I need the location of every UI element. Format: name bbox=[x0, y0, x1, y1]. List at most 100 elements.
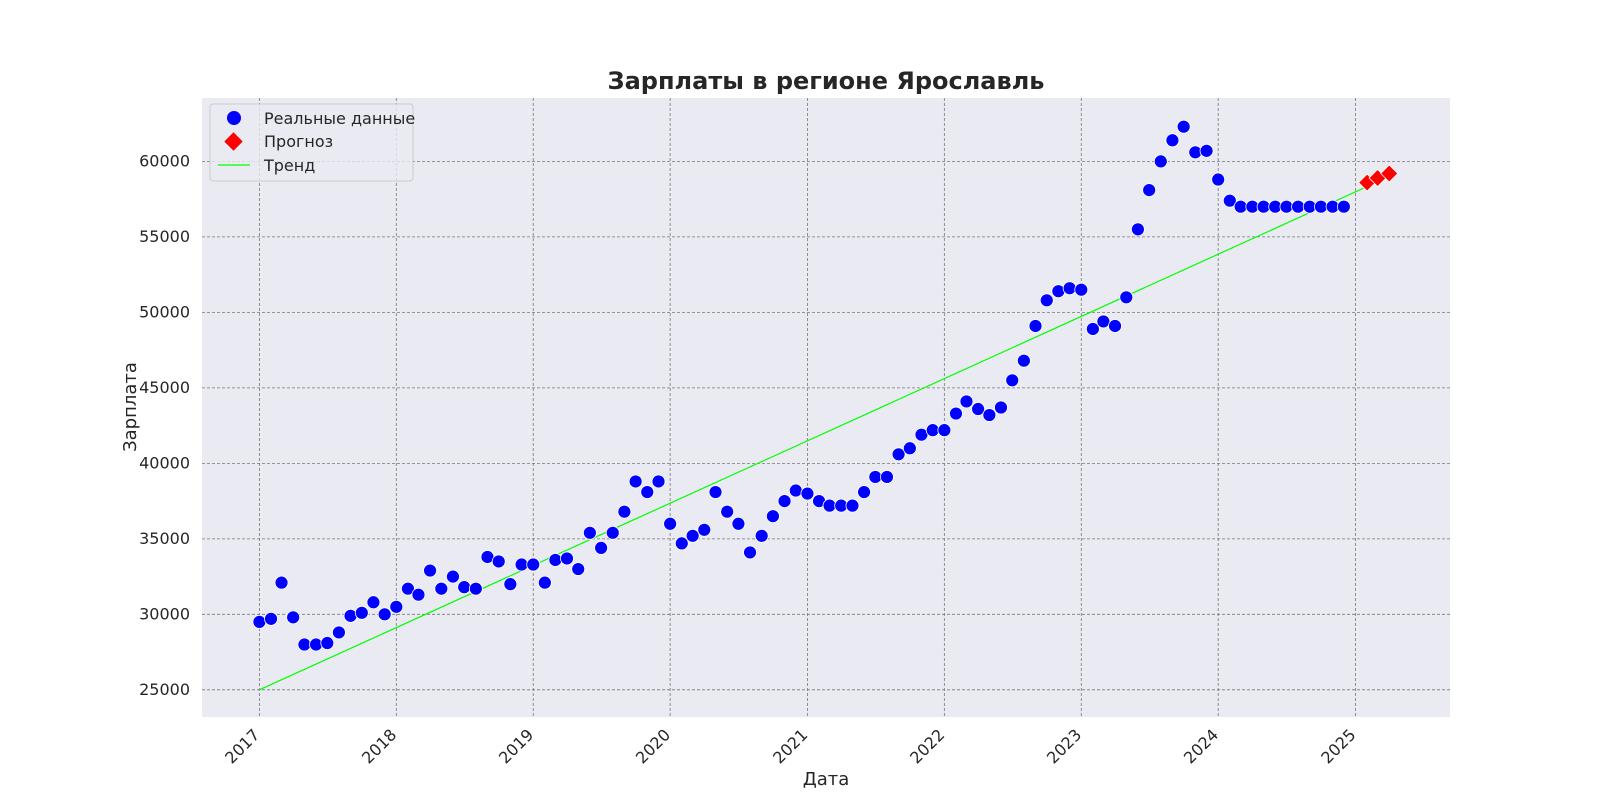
x-tick-label: 2024 bbox=[1180, 725, 1222, 767]
y-tick-label: 45000 bbox=[139, 378, 190, 397]
plot-area bbox=[202, 98, 1450, 717]
data-point bbox=[959, 394, 974, 409]
y-axis-ticks: 25000 30000 35000 40000 45000 50000 55000 60000 bbox=[139, 151, 190, 698]
data-point bbox=[1028, 319, 1043, 333]
legend: Реальные данные Прогноз Тренд bbox=[209, 103, 415, 182]
data-point bbox=[1165, 133, 1180, 148]
data-point bbox=[1211, 172, 1226, 187]
data-point bbox=[857, 485, 871, 499]
data-point bbox=[697, 522, 712, 537]
data-point bbox=[617, 504, 632, 519]
data-point bbox=[822, 498, 837, 513]
data-point bbox=[766, 509, 780, 524]
x-tick-label: 2017 bbox=[221, 725, 263, 767]
forecast-points bbox=[1358, 164, 1399, 192]
data-point bbox=[1108, 319, 1122, 333]
data-point bbox=[264, 611, 278, 626]
legend-box bbox=[209, 103, 414, 182]
data-point bbox=[651, 474, 666, 489]
data-point bbox=[800, 486, 815, 501]
data-point bbox=[297, 637, 312, 652]
data-point bbox=[514, 557, 529, 572]
data-point bbox=[1233, 199, 1248, 214]
data-point bbox=[891, 447, 906, 462]
y-tick-label: 35000 bbox=[139, 529, 190, 548]
data-point bbox=[845, 498, 860, 513]
legend-label-actual: Реальные данные bbox=[264, 109, 415, 128]
data-point bbox=[880, 470, 894, 484]
data-point bbox=[1074, 282, 1089, 297]
data-point bbox=[423, 563, 437, 578]
legend-marker-forecast bbox=[224, 132, 243, 151]
y-tick-label: 60000 bbox=[139, 151, 190, 170]
y-tick-label: 25000 bbox=[139, 680, 190, 699]
legend-label-forecast: Прогноз bbox=[264, 132, 333, 151]
data-point bbox=[685, 528, 700, 543]
chart-title: Зарплаты в регионе Ярославль bbox=[608, 67, 1045, 95]
x-tick-label: 2019 bbox=[495, 725, 537, 767]
trend-line bbox=[259, 175, 1390, 691]
x-axis-label: Дата bbox=[803, 769, 850, 790]
data-point bbox=[286, 610, 301, 625]
data-point bbox=[571, 562, 586, 576]
y-axis-label: Зарплата bbox=[120, 362, 141, 452]
x-tick-label: 2022 bbox=[906, 725, 948, 767]
data-point bbox=[1336, 199, 1351, 214]
data-point bbox=[1016, 353, 1031, 368]
data-point bbox=[1062, 281, 1077, 296]
trend-layer bbox=[259, 175, 1390, 691]
data-point bbox=[674, 536, 689, 551]
data-point bbox=[1039, 293, 1054, 308]
y-tick-label: 50000 bbox=[139, 302, 190, 321]
data-point bbox=[354, 605, 369, 620]
x-tick-label: 2023 bbox=[1043, 725, 1085, 767]
data-point bbox=[389, 599, 404, 614]
legend-label-trend: Тренд bbox=[263, 156, 315, 175]
data-point bbox=[366, 595, 381, 610]
data-point bbox=[994, 400, 1008, 415]
data-point bbox=[1256, 199, 1271, 214]
y-tick-label: 40000 bbox=[139, 453, 190, 472]
data-point bbox=[491, 554, 506, 569]
data-point bbox=[1142, 183, 1157, 197]
data-point bbox=[1279, 199, 1294, 214]
data-point bbox=[594, 541, 609, 555]
data-point bbox=[1314, 199, 1328, 214]
data-point bbox=[320, 636, 335, 650]
data-point bbox=[1199, 143, 1214, 158]
data-point bbox=[868, 470, 883, 484]
data-point bbox=[377, 607, 392, 622]
data-point bbox=[743, 545, 757, 560]
data-point bbox=[925, 423, 940, 438]
grid bbox=[202, 98, 1450, 717]
data-point bbox=[446, 569, 460, 584]
data-point bbox=[720, 504, 735, 519]
data-point bbox=[628, 474, 643, 489]
data-point bbox=[949, 406, 963, 421]
data-points bbox=[252, 119, 1351, 652]
data-point bbox=[503, 577, 518, 592]
y-tick-label: 55000 bbox=[139, 227, 190, 246]
data-point bbox=[582, 525, 597, 540]
data-point bbox=[274, 575, 289, 590]
data-point bbox=[332, 625, 346, 640]
data-point bbox=[560, 551, 574, 566]
data-point bbox=[401, 581, 415, 596]
data-point bbox=[640, 485, 655, 499]
data-point bbox=[434, 581, 449, 596]
data-point bbox=[1096, 314, 1111, 329]
data-point bbox=[1005, 373, 1020, 388]
data-point bbox=[548, 553, 563, 567]
data-point bbox=[537, 575, 552, 590]
data-point bbox=[788, 483, 803, 498]
data-point bbox=[1222, 193, 1237, 208]
data-point bbox=[605, 525, 620, 540]
data-point bbox=[1085, 322, 1100, 336]
data-point bbox=[457, 580, 472, 595]
data-point bbox=[731, 516, 746, 531]
data-point bbox=[468, 581, 483, 596]
forecast-point bbox=[1380, 164, 1399, 183]
data-point bbox=[526, 557, 541, 572]
data-point bbox=[754, 528, 769, 543]
